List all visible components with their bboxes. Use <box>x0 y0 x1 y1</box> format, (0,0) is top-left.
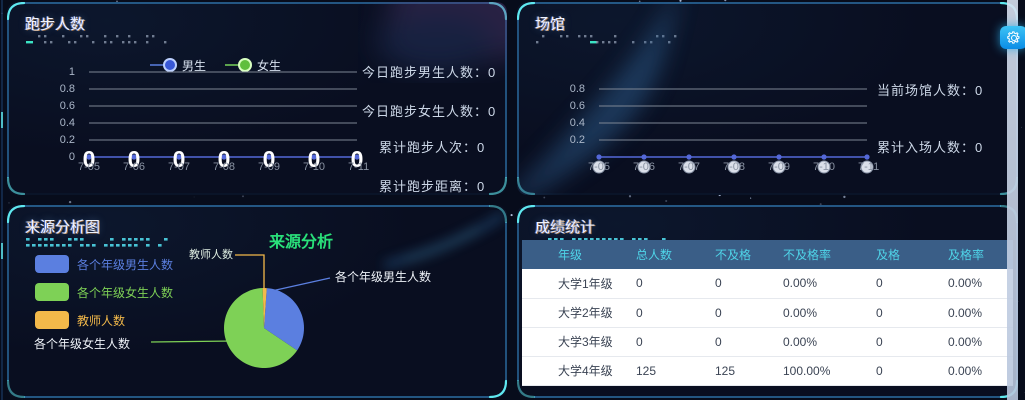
svg-text:7-09: 7-09 <box>768 161 790 173</box>
svg-text:7-07: 7-07 <box>168 161 190 173</box>
svg-text:7-10: 7-10 <box>813 161 835 173</box>
svg-text:0.8: 0.8 <box>60 83 75 95</box>
svg-text:1: 1 <box>69 66 75 78</box>
svg-text:7-07: 7-07 <box>678 161 700 173</box>
svg-text:0.4: 0.4 <box>570 117 585 129</box>
svg-text:7-06: 7-06 <box>633 161 655 173</box>
svg-text:7-06: 7-06 <box>123 161 145 173</box>
svg-text:0.2: 0.2 <box>60 134 75 146</box>
svg-text:教师人数: 教师人数 <box>189 248 233 261</box>
svg-text:7-08: 7-08 <box>723 161 745 173</box>
svg-text:0.4: 0.4 <box>60 117 75 129</box>
svg-text:各个年级女生人数: 各个年级女生人数 <box>34 336 130 351</box>
svg-text:0.8: 0.8 <box>570 83 585 95</box>
svg-text:7-05: 7-05 <box>78 161 100 173</box>
svg-text:7-08: 7-08 <box>213 161 235 173</box>
svg-text:各个年级男生人数: 各个年级男生人数 <box>335 269 431 284</box>
svg-text:7-10: 7-10 <box>303 161 325 173</box>
svg-text:0.2: 0.2 <box>570 134 585 146</box>
svg-text:7-05: 7-05 <box>588 161 610 173</box>
svg-text:7-11: 7-11 <box>348 161 369 173</box>
svg-text:来源分析: 来源分析 <box>268 232 333 251</box>
svg-text:0.6: 0.6 <box>60 100 75 112</box>
svg-text:7-11: 7-11 <box>858 161 879 173</box>
svg-text:0: 0 <box>69 151 75 163</box>
svg-text:0.6: 0.6 <box>570 100 585 112</box>
svg-text:7-09: 7-09 <box>258 161 280 173</box>
